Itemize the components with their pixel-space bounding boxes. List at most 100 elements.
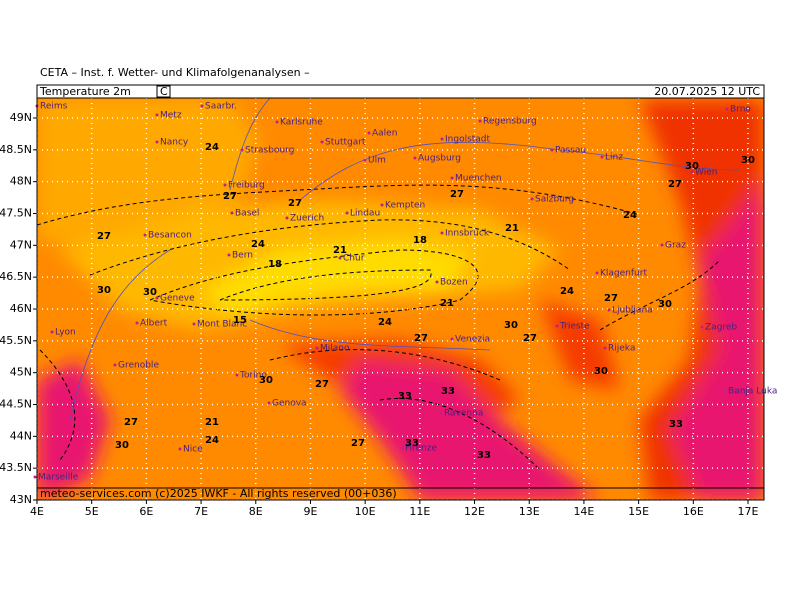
lon-tick-label: 4E [30,505,44,518]
lat-tick-label: 43.5N [0,461,32,474]
isotherm-label: 21 [505,223,519,234]
city-dot [555,324,559,328]
city-label: Basel [235,209,259,219]
lat-tick-label: 45N [10,366,32,379]
city-label: Albert [140,319,168,329]
parameter: Temperature 2m [39,85,131,98]
city-label: Rijeka [608,344,635,354]
city-dot [603,346,607,350]
city-dot [400,446,404,450]
river [69,249,171,421]
city-dot [607,308,611,312]
isotherm-label: 27 [604,293,618,304]
city-label: Venezia [455,335,490,345]
lon-tick-label: 17E [738,505,759,518]
unit-box [156,85,171,98]
city-dot [267,401,271,405]
isotherm-label: 21 [205,417,219,428]
city-label: Nancy [160,138,189,148]
isotherm-label: 30 [685,161,699,172]
city-label: Brno [730,105,751,115]
rivers [69,98,741,421]
isotherm [379,398,541,471]
city-dot [530,197,534,201]
lon-tick-label: 11E [409,505,430,518]
isotherm [219,269,432,301]
isotherm-label: 33 [441,386,455,397]
city-label: Freiburg [228,181,265,191]
city-label: Strasbourg [245,146,294,156]
isotherm-label: 27 [124,417,138,428]
isotherm-label: 15 [233,315,247,326]
city-label: Torino [239,371,267,381]
lat-tick-label: 46N [10,302,32,315]
isotherm-label: 24 [251,239,265,250]
city-label: Zuerich [290,214,324,224]
city-dot [550,148,554,152]
city-label: Linz [605,153,623,163]
lon-tick-label: 7E [194,505,208,518]
isotherm-label: 30 [658,299,672,310]
city-dot [367,131,371,135]
lon-tick-label: 13E [519,505,540,518]
city-label: Firenze [405,444,437,454]
city-label: Lindau [350,209,380,219]
city-dot [235,373,239,377]
city-dot [363,158,367,162]
city-label: Graz [665,241,686,251]
isotherm-label: 24 [205,435,219,446]
city-label: Marseille [38,473,79,483]
isotherm-label: 33 [405,438,419,449]
lat-tick-label: 47.5N [0,207,32,220]
city-label: Kempten [385,201,425,211]
city-dot [178,447,182,451]
isotherm-label: 33 [477,450,491,461]
isotherm-label: 30 [97,285,111,296]
city-dot [380,203,384,207]
lat-tick-label: 44.5N [0,398,32,411]
field-very-hot-east [670,180,764,500]
city-label: Ulm [368,156,386,166]
city-dot [450,337,454,341]
isotherm-label: 24 [205,142,219,153]
lon-tick-label: 15E [628,505,649,518]
city-label: Zagreb [705,323,737,333]
city-dot [700,325,704,329]
isotherm [39,349,76,461]
lon-tick-label: 9E [303,505,317,518]
isotherm [37,184,641,226]
city-label: Bern [232,251,253,261]
city-dot [723,389,727,393]
city-dot [478,119,482,123]
isotherm-label: 24 [623,210,637,221]
field [37,98,764,500]
city-dot [240,148,244,152]
lat-tick-label: 47N [10,238,32,251]
city-dot [50,330,54,334]
city-label: Innsbruck [445,229,490,239]
lat-tick-label: 43N [10,493,32,506]
isotherm [149,249,479,316]
city-dot [155,113,159,117]
city-dot [439,411,443,415]
unit: C [160,85,168,98]
isotherm [269,349,501,381]
isotherm-label: 21 [333,245,347,256]
isotherm-label: 27 [523,333,537,344]
lon-tick-label: 10E [355,505,376,518]
river [229,98,271,191]
city-dot [230,211,234,215]
city-dot [200,104,204,108]
city-label: Salzburg [535,195,574,205]
lon-tick-label: 5E [85,505,99,518]
city-dot [143,233,147,237]
city-label: Mont Blanc [197,320,247,330]
city-label: Klagenfurt [600,269,647,279]
city-label: Trieste [559,322,590,332]
city-label: Saarbr. [205,102,237,112]
city-label: Muenchen [455,174,502,184]
isotherm-label: 21 [440,298,454,309]
city-dot [690,170,694,174]
city-label: Passau [555,146,586,156]
